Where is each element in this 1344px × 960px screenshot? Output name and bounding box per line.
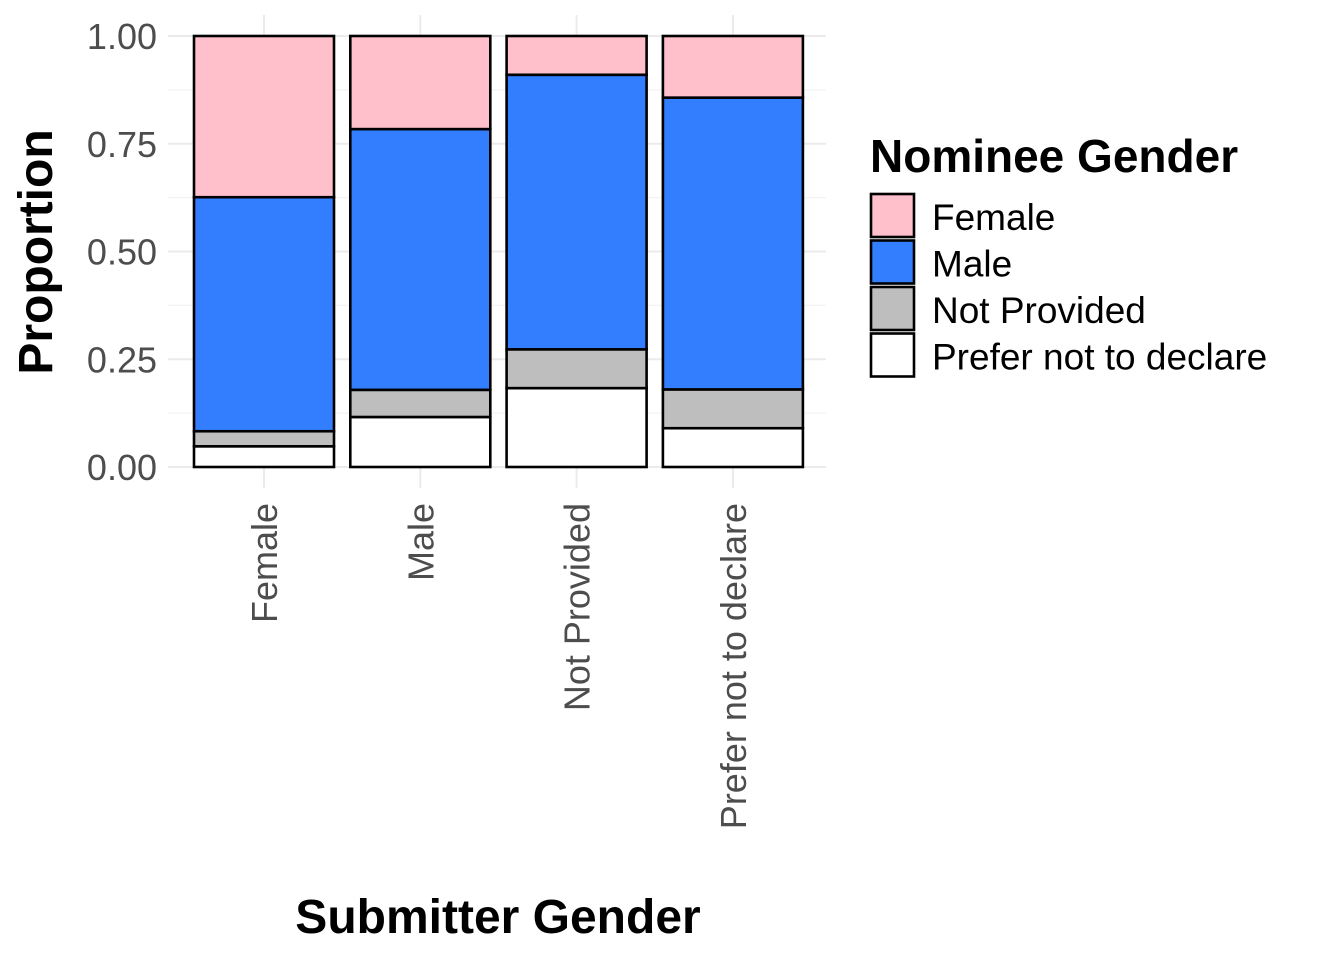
x-axis-title: Submitter Gender (295, 891, 700, 944)
y-axis-title: Proportion (10, 129, 63, 374)
bar-segment-female (192, 34, 336, 199)
x-tick-label: Male (400, 503, 441, 581)
x-axis-ticks: Female Male Not Provided Prefer not to decl… (244, 503, 754, 829)
bars (192, 34, 805, 469)
y-axis-ticks: 0.00 0.25 0.50 0.75 1.00 (87, 16, 157, 488)
legend-label: Prefer not to declare (932, 337, 1267, 378)
bar-segment-prefer-not-to-declare (661, 426, 805, 469)
y-tick-label: 0.75 (87, 124, 157, 165)
bar-segment-male (192, 195, 336, 433)
x-tick-label: Female (244, 503, 285, 623)
bar-segment-prefer-not-to-declare (505, 386, 648, 469)
bar-segment-female (661, 34, 805, 99)
legend-label: Male (932, 244, 1012, 285)
y-tick-label: 0.00 (87, 447, 157, 488)
y-tick-label: 0.50 (87, 232, 157, 273)
y-tick-label: 1.00 (87, 16, 157, 57)
bar-segment-not-provided (192, 429, 336, 448)
y-tick-label: 0.25 (87, 339, 157, 380)
legend-label: Female (932, 197, 1055, 238)
legend-key (869, 239, 916, 285)
bar-segment-not-provided (348, 388, 492, 419)
legend-key (869, 192, 916, 239)
legend-key (869, 285, 916, 332)
bar-segment-female (348, 34, 492, 131)
bar-segment-prefer-not-to-declare (192, 445, 336, 469)
legend: Nominee Gender Female Male Not Provided Pre… (869, 130, 1267, 378)
legend-title: Nominee Gender (870, 130, 1238, 182)
legend-items: Female Male Not Provided Prefer not to decl… (869, 192, 1267, 378)
bar-segment-not-provided (661, 388, 805, 430)
bar-segment-male (661, 96, 805, 391)
legend-label: Not Provided (932, 290, 1146, 331)
bar-segment-not-provided (505, 348, 648, 390)
bar-segment-male (348, 127, 492, 392)
x-tick-label: Not Provided (557, 503, 598, 711)
bar-segment-male (505, 73, 648, 351)
bar-segment-female (505, 34, 648, 77)
bar-segment-prefer-not-to-declare (348, 415, 492, 469)
x-tick-label: Prefer not to declare (713, 503, 754, 829)
legend-key (869, 332, 916, 378)
